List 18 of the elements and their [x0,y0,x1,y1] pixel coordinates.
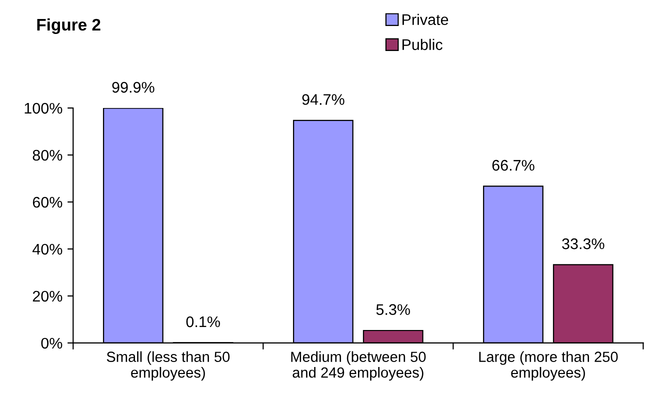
data-label: 5.3% [376,304,410,315]
y-tick-label: 100% [24,102,62,114]
y-tick-label: 80% [32,150,62,161]
x-tick-label: Medium (between 50 and 249 employees) [291,351,426,381]
y-tick-label: 0% [41,338,62,349]
y-tick-label: 60% [32,196,62,208]
x-tick-label: Small (less than 50 employees) [106,351,230,381]
x-tick-label: Large (more than 250 employees) [479,351,618,381]
data-label: 66.7% [492,160,534,171]
data-label: 0.1% [186,316,220,328]
y-tick-label: 20% [32,290,62,302]
legend-label: Private [402,14,448,26]
data-label: 99.9% [112,82,154,93]
chart-title: Figure 2 [37,18,100,34]
data-label: 94.7% [302,94,344,105]
data-label: 33.3% [562,238,604,250]
y-tick-label: 40% [32,244,62,255]
legend-label: Public [402,38,442,50]
